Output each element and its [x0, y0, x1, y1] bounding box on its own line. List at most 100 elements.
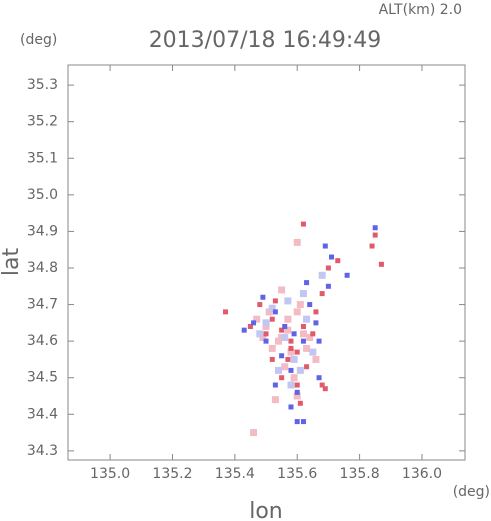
echo-point [294, 389, 300, 395]
echo-point [293, 238, 301, 246]
echo-point [322, 386, 328, 392]
echo-point [269, 316, 275, 322]
echo-point [319, 291, 325, 297]
echo-point [297, 400, 303, 406]
echo-point [325, 265, 331, 271]
echo-point [269, 356, 275, 362]
echo-point [288, 338, 294, 344]
echo-point [304, 280, 310, 286]
echo-point [296, 301, 304, 309]
echo-point [294, 382, 300, 388]
echo-point [335, 258, 341, 264]
y-tick-label: 34.3 [27, 443, 58, 459]
echo-point [312, 355, 320, 363]
echo-point [287, 348, 295, 356]
y-tick-label: 35.1 [27, 150, 58, 166]
echo-point [268, 344, 276, 352]
x-tick-label: 136.0 [402, 466, 442, 482]
echo-point [296, 366, 304, 374]
echo-point [291, 331, 297, 337]
echo-point [372, 232, 378, 238]
echo-point [294, 419, 300, 425]
echo-point [284, 315, 292, 323]
echo-point [372, 225, 378, 231]
echo-point [288, 345, 294, 351]
annotation: ALT(km) 2.0 [379, 2, 462, 18]
echo-point [310, 331, 316, 337]
echo-point [293, 392, 301, 400]
echo-point [256, 330, 264, 338]
echo-point [285, 356, 291, 362]
echo-point [313, 320, 319, 326]
y-tick-label: 35.3 [27, 77, 58, 93]
y-tick-label: 34.9 [27, 223, 58, 239]
echo-point [329, 254, 335, 260]
echo-point [272, 309, 278, 315]
y-tick-label: 34.5 [27, 370, 58, 386]
echo-point [247, 324, 253, 330]
echo-point [287, 381, 295, 389]
echo-point [279, 353, 285, 359]
echo-point [303, 344, 311, 352]
echo-point [265, 308, 273, 316]
echo-point [278, 286, 286, 294]
echo-point [281, 333, 289, 341]
echo-point [293, 308, 301, 316]
echo-point [271, 396, 279, 404]
plot-frame [67, 64, 466, 461]
echo-point [263, 338, 269, 344]
echo-point [288, 367, 294, 373]
echo-point [304, 364, 310, 370]
x-axis-label: lon [249, 499, 283, 521]
echo-point [279, 375, 285, 381]
y-unit: (deg) [20, 32, 57, 48]
y-tick-label: 35.2 [27, 114, 58, 130]
x-unit: (deg) [453, 484, 490, 500]
y-tick-label: 34.4 [27, 406, 58, 422]
echo-point [263, 331, 269, 337]
echo-point [262, 323, 270, 331]
echo-point [300, 221, 306, 227]
x-tick-label: 135.6 [277, 466, 317, 482]
y-tick-label: 34.8 [27, 260, 58, 276]
echo-point [299, 290, 307, 298]
x-tick-label: 135.4 [215, 466, 255, 482]
echo-point [316, 375, 322, 381]
echo-point [300, 324, 306, 330]
echo-point [290, 355, 298, 363]
echo-point [325, 283, 331, 289]
echo-point [281, 363, 289, 371]
echo-point [284, 326, 292, 334]
y-tick-label: 34.7 [27, 297, 58, 313]
echo-point [279, 327, 285, 333]
echo-point [316, 338, 322, 344]
echo-point [378, 261, 384, 267]
y-tick-label: 34.6 [27, 333, 58, 349]
echo-point [272, 382, 278, 388]
echo-point [369, 243, 375, 249]
chart-title: 2013/07/18 16:49:49 [149, 28, 382, 53]
echo-point [282, 324, 288, 330]
y-axis-label: lat [0, 248, 24, 277]
echo-point [313, 309, 319, 315]
y-tick-label: 35.0 [27, 187, 58, 203]
echo-point [275, 337, 283, 345]
echo-point [260, 294, 266, 300]
echo-point [253, 315, 261, 323]
echo-point [294, 349, 300, 355]
echo-point [284, 297, 292, 305]
x-tick-label: 135.8 [340, 466, 380, 482]
echo-point [344, 272, 350, 278]
echo-point [250, 429, 258, 437]
echo-point [322, 243, 328, 249]
echo-point [319, 382, 325, 388]
echo-point [309, 348, 317, 356]
echo-point [307, 302, 313, 308]
echo-point [251, 320, 257, 326]
echo-point [300, 419, 306, 425]
echo-point [262, 319, 270, 327]
echo-point [222, 309, 228, 315]
echo-point [259, 333, 267, 341]
echo-point [241, 327, 247, 333]
echo-point [290, 374, 298, 382]
